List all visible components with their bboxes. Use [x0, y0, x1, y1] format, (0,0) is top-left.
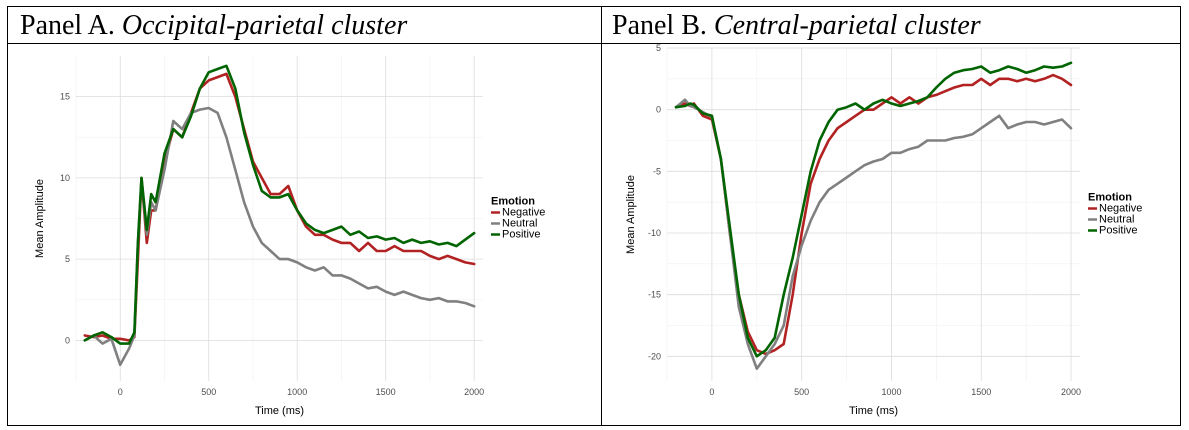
y-axis-label: Mean Amplitude [34, 179, 46, 258]
series-line-positive [83, 64, 476, 345]
y-tick-label: -5 [653, 166, 661, 176]
y-tick-label: 15 [60, 92, 70, 102]
legend-label-neutral: Neutral [1099, 214, 1134, 226]
panel-a-title: Panel A. Occipital-parietal cluster [20, 10, 407, 42]
y-tick-label: -10 [648, 228, 661, 238]
x-axis-label: Time (ms) [255, 405, 304, 417]
legend-label-neutral: Neutral [502, 218, 537, 230]
legend-title: Emotion [491, 196, 535, 208]
figure-frame [7, 6, 1181, 426]
legend-label-positive: Positive [502, 229, 541, 241]
chart-panel-a: 0 500 1000 1500 2000 0 5 10 15 Time (ms) Mean Ampl… [34, 56, 545, 417]
y-tick-label: 0 [656, 105, 661, 115]
x-tick-label: 0 [709, 387, 714, 397]
y-tick-label: 5 [656, 44, 661, 53]
x-tick-label: 1000 [881, 387, 901, 397]
x-tick-label: 0 [118, 387, 123, 397]
legend-title: Emotion [1088, 192, 1132, 204]
y-tick-label: 0 [65, 335, 70, 345]
panel-a-prefix: Panel A. [20, 10, 122, 41]
legend-label-positive: Positive [1099, 225, 1138, 237]
y-tick-label: -20 [648, 351, 661, 361]
x-tick-label: 2000 [464, 387, 484, 397]
y-tick-label: 5 [65, 254, 70, 264]
panel-divider [601, 6, 602, 426]
y-tick-label: -15 [648, 290, 661, 300]
x-tick-label: 500 [794, 387, 809, 397]
x-axis-label: Time (ms) [849, 405, 898, 417]
y-tick-label: 10 [60, 173, 70, 183]
panel-b-name: Central-parietal cluster [713, 10, 981, 41]
title-divider [7, 43, 1181, 44]
x-tick-label: 1500 [971, 387, 991, 397]
x-tick-label: 1000 [287, 387, 307, 397]
legend-label-negative: Negative [502, 207, 545, 219]
series-line-neutral [674, 98, 1073, 370]
panel-a-name: Occipital-parietal cluster [121, 10, 408, 41]
x-tick-label: 2000 [1061, 387, 1081, 397]
legend-label-negative: Negative [1099, 203, 1142, 215]
series-line-positive [674, 61, 1073, 358]
y-axis-label: Mean Amplitude [625, 175, 637, 254]
chart-panel-b: 0 500 1000 1500 2000 5 0 -5 -10 -15 -20 Time (ms) Me… [625, 44, 1142, 417]
panel-b-title: Panel B. Central-parietal cluster [612, 10, 981, 42]
series-line-neutral [83, 106, 476, 367]
panel-b-prefix: Panel B. [612, 10, 714, 41]
x-tick-label: 1500 [376, 387, 396, 397]
series-line-negative [674, 73, 1073, 356]
x-tick-label: 500 [201, 387, 216, 397]
